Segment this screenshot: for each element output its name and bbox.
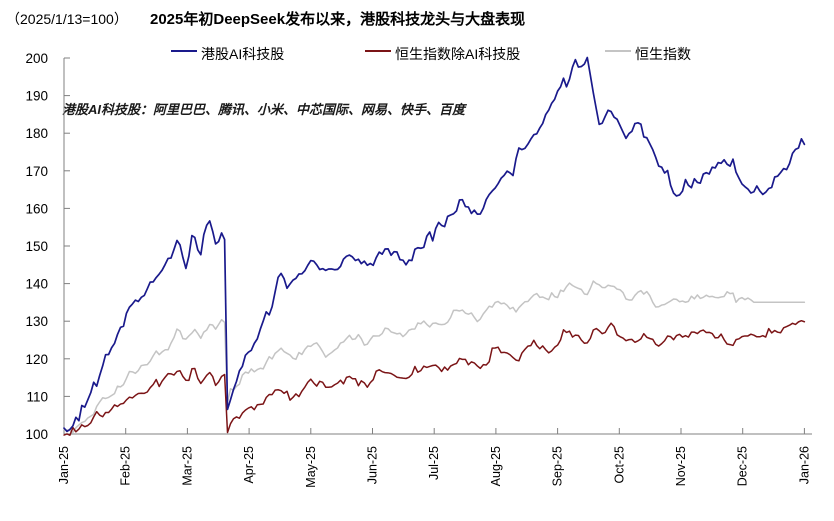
svg-text:100: 100: [25, 427, 48, 442]
svg-text:Nov-25: Nov-25: [674, 446, 688, 486]
svg-text:Jul-25: Jul-25: [427, 446, 441, 480]
svg-text:Oct-25: Oct-25: [612, 446, 626, 484]
svg-text:190: 190: [25, 89, 48, 104]
svg-text:110: 110: [26, 389, 48, 404]
svg-text:Sep-25: Sep-25: [551, 446, 565, 486]
svg-text:Jan-26: Jan-26: [797, 446, 811, 484]
svg-text:130: 130: [25, 314, 48, 329]
svg-text:Mar-25: Mar-25: [180, 446, 194, 486]
svg-text:170: 170: [25, 164, 48, 179]
svg-text:Dec-25: Dec-25: [736, 446, 750, 486]
svg-text:Apr-25: Apr-25: [242, 446, 256, 484]
svg-text:Aug-25: Aug-25: [489, 446, 503, 486]
svg-text:Jun-25: Jun-25: [366, 446, 380, 484]
svg-text:200: 200: [25, 51, 48, 66]
svg-text:160: 160: [25, 201, 48, 216]
svg-text:180: 180: [25, 126, 48, 141]
svg-text:Feb-25: Feb-25: [119, 446, 133, 486]
svg-text:150: 150: [25, 239, 48, 254]
svg-text:120: 120: [25, 352, 48, 367]
svg-text:May-25: May-25: [304, 446, 318, 488]
svg-text:Jan-25: Jan-25: [57, 446, 71, 484]
svg-text:140: 140: [25, 277, 48, 292]
